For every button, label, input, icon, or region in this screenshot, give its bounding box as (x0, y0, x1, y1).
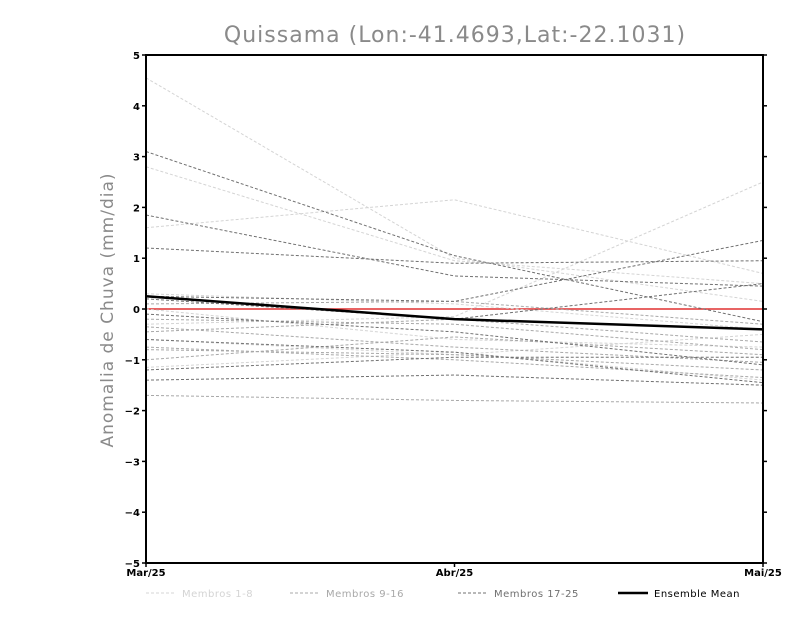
series-line-group3-member1 (145, 151, 764, 323)
series-line-group3-member7 (145, 356, 763, 371)
y-tick-label: 2 (133, 203, 140, 214)
y-tick-label: 3 (133, 153, 140, 164)
y-axis-ticks: −5 −4 −3 −2 −1 0 1 2 3 4 5 (125, 51, 767, 570)
chart-title: Quissama (Lon:-41.4693,Lat:-22.1031) (224, 23, 686, 48)
series-line-group3-member2 (145, 214, 764, 287)
series-line-group3-member6 (145, 338, 764, 384)
series-line-group1-member7 (145, 308, 764, 348)
series-line-group1-member5 (145, 181, 764, 325)
legend-label: Membros 9-16 (326, 589, 404, 600)
y-tick-label: −5 (125, 559, 140, 570)
series-line-group2-member1 (145, 318, 764, 351)
y-tick-label: 4 (133, 102, 140, 113)
series-line-group2-member5 (145, 336, 764, 361)
series-line-group1-member4 (145, 293, 764, 330)
x-tick-label: Abr/25 (436, 568, 473, 579)
series-line-group3-member3 (145, 247, 764, 264)
legend-label: Membros 1-8 (182, 589, 253, 600)
y-tick-label: 0 (133, 305, 140, 316)
y-tick-label: −2 (125, 407, 140, 418)
series-line-group3-member8 (145, 374, 764, 386)
series-line-group1-member8 (145, 351, 764, 381)
series-line-ensemble-mean (145, 295, 764, 331)
series-line-group2-member2 (145, 318, 764, 343)
series-line-group2-member3 (145, 326, 764, 363)
y-tick-label: −1 (125, 356, 140, 367)
x-tick-label: Mai/25 (744, 568, 782, 579)
y-tick-label: −4 (125, 508, 140, 519)
y-tick-label: −3 (125, 457, 140, 468)
series-line-group3-member5 (145, 283, 764, 320)
series-line-group1-member2 (145, 199, 764, 274)
series-line-group2-member6 (145, 394, 764, 404)
series-line-group1-member3 (145, 166, 764, 285)
legend-label: Ensemble Mean (654, 589, 740, 600)
plot-series (145, 77, 764, 404)
y-tick-label: 5 (133, 51, 140, 62)
x-tick-label: Mar/25 (126, 568, 165, 579)
series-line-group3-member4 (145, 239, 764, 302)
series-line-group3-member9 (145, 313, 764, 366)
series-line-group1-member1 (145, 77, 764, 302)
legend: Membros 1-8 Membros 9-16 Membros 17-25 Ense… (146, 589, 740, 600)
legend-label: Membros 17-25 (494, 589, 579, 600)
x-axis-ticks: Mar/25 Abr/25 Mai/25 (126, 563, 782, 579)
y-tick-label: 1 (133, 254, 140, 265)
y-axis-label: Anomalia de Chuva (mm/dia) (98, 172, 118, 447)
series-line-group1-member6 (145, 333, 764, 356)
series-line-group2-member8 (145, 346, 764, 379)
